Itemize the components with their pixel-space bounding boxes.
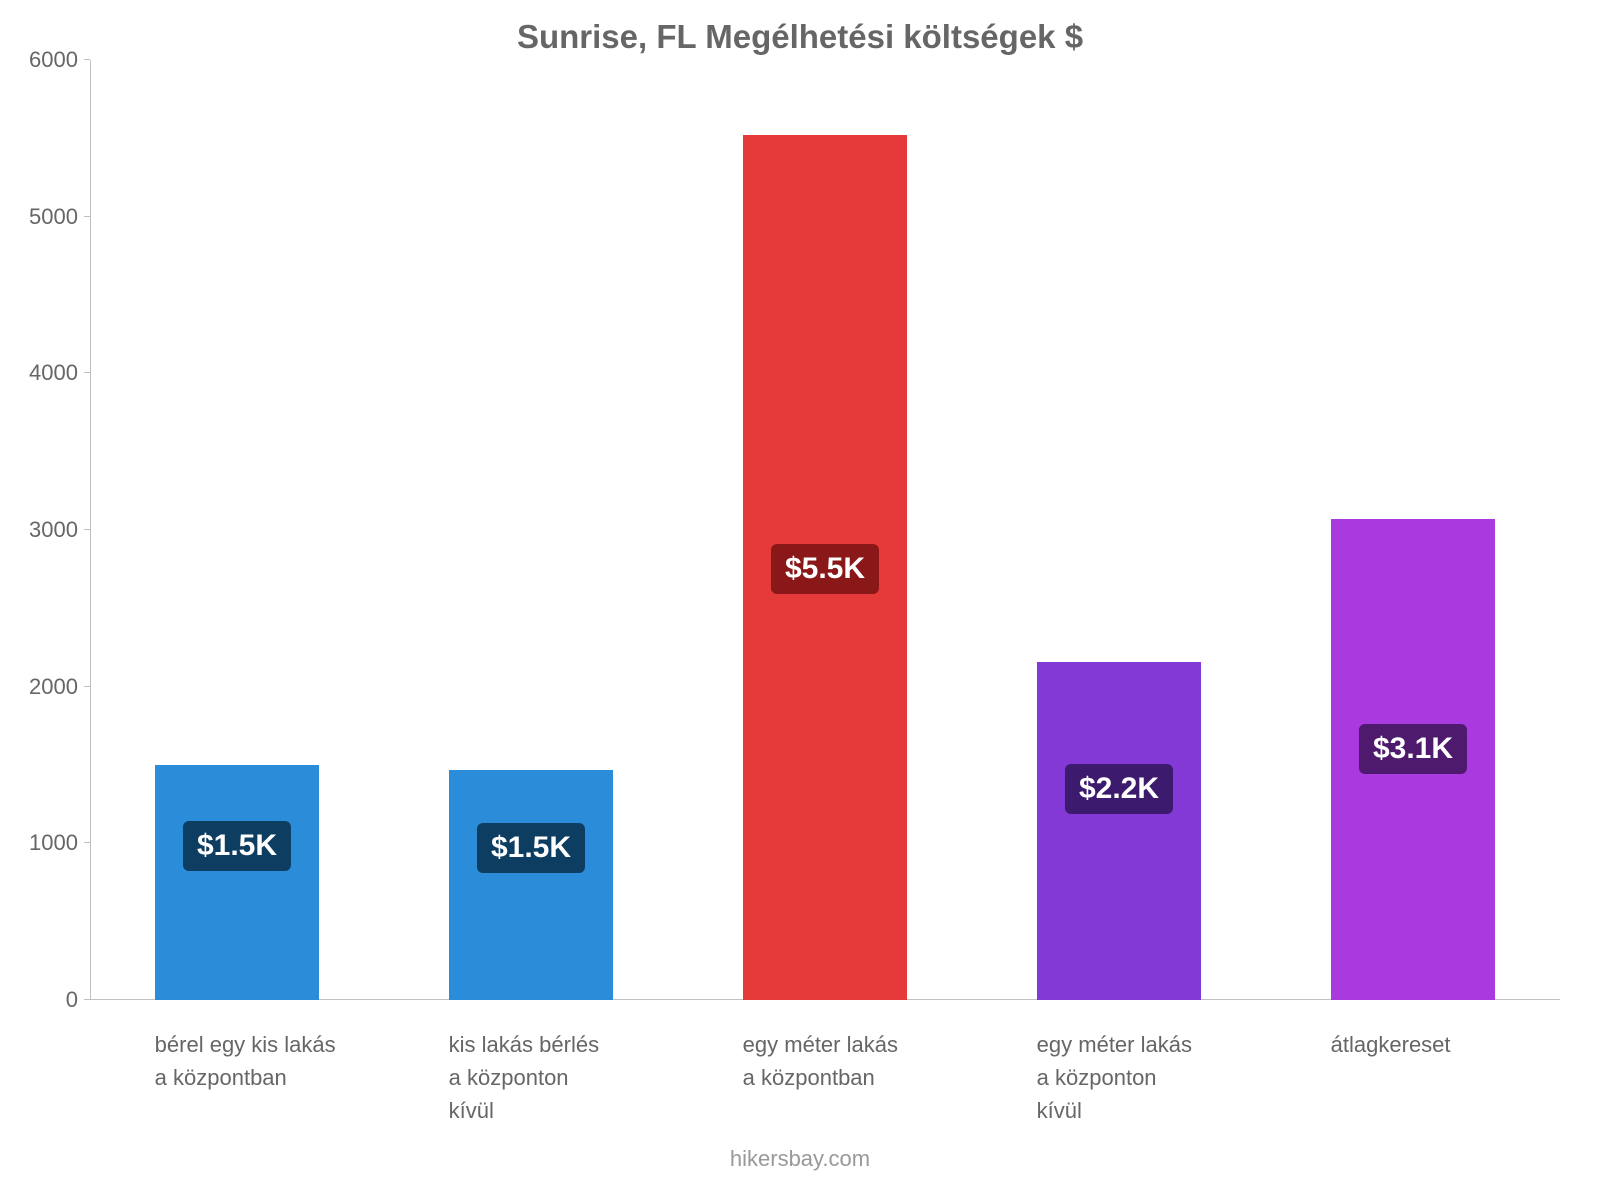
y-tick-label: 3000 bbox=[29, 517, 78, 543]
bar bbox=[449, 770, 614, 1000]
bar-value-label: $1.5K bbox=[183, 821, 291, 871]
y-tick-label: 2000 bbox=[29, 674, 78, 700]
bar-value-label: $2.2K bbox=[1065, 764, 1173, 814]
chart-footer: hikersbay.com bbox=[0, 1146, 1600, 1172]
y-tick-label: 6000 bbox=[29, 47, 78, 73]
y-tick-mark bbox=[84, 529, 90, 530]
bar bbox=[155, 765, 320, 1000]
y-tick-mark bbox=[84, 216, 90, 217]
bar-value-label: $3.1K bbox=[1359, 724, 1467, 774]
y-tick-mark bbox=[84, 59, 90, 60]
plot-area: 0100020003000400050006000$1.5Kbérel egy … bbox=[90, 60, 1560, 1000]
chart-container: Sunrise, FL Megélhetési költségek $ 0100… bbox=[0, 0, 1600, 1200]
y-tick-label: 0 bbox=[66, 987, 78, 1013]
x-category-label: bérel egy kis lakás a központban bbox=[155, 1028, 380, 1094]
y-tick-mark bbox=[84, 999, 90, 1000]
y-tick-mark bbox=[84, 842, 90, 843]
x-category-label: egy méter lakás a központon kívül bbox=[1037, 1028, 1262, 1127]
y-tick-label: 4000 bbox=[29, 360, 78, 386]
y-tick-label: 5000 bbox=[29, 204, 78, 230]
y-tick-mark bbox=[84, 686, 90, 687]
x-category-label: egy méter lakás a központban bbox=[743, 1028, 968, 1094]
bar-value-label: $1.5K bbox=[477, 823, 585, 873]
bar bbox=[1037, 662, 1202, 1000]
y-tick-mark bbox=[84, 372, 90, 373]
bar-value-label: $5.5K bbox=[771, 544, 879, 594]
x-category-label: kis lakás bérlés a központon kívül bbox=[449, 1028, 674, 1127]
x-category-label: átlagkereset bbox=[1331, 1028, 1556, 1061]
chart-title: Sunrise, FL Megélhetési költségek $ bbox=[0, 18, 1600, 56]
y-axis-line bbox=[90, 60, 91, 1000]
y-tick-label: 1000 bbox=[29, 830, 78, 856]
